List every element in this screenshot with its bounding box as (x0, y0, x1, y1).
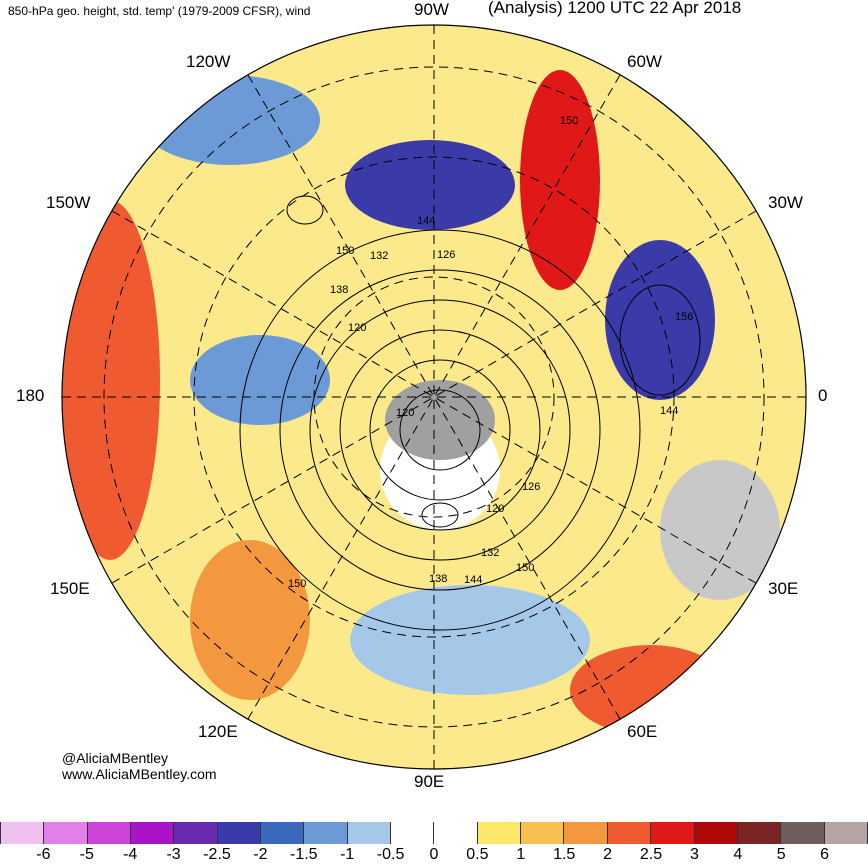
colorbar-swatch (434, 822, 478, 844)
colorbar-tick-label: 3 (689, 846, 699, 863)
colorbar-swatch (87, 822, 132, 844)
colorbar-swatch (521, 822, 565, 844)
contour-label: 132 (481, 547, 499, 559)
colorbar-tick-label: 1 (516, 846, 526, 863)
contour-label: 132 (370, 250, 388, 262)
credit-handle: @AliciaMBentley (62, 750, 169, 766)
lon-label-60e: 60E (627, 722, 658, 741)
polar-map: 150 144 132 126 138 120 156 144 126 120 … (61, 24, 807, 770)
contour-label: 138 (429, 573, 447, 585)
colorbar-tick-label: 2.5 (639, 846, 663, 863)
colorbar-tick-label: -2.5 (203, 846, 231, 863)
lon-label-60w: 60W (627, 52, 662, 71)
lon-label-120e: 120E (198, 722, 238, 741)
contour-label: 156 (675, 311, 693, 323)
lon-label-30e: 30E (768, 579, 799, 598)
colorbar-swatch (44, 822, 88, 844)
map-disk (62, 25, 806, 769)
contour-label: 138 (330, 284, 348, 296)
lon-label-90w: 90W (414, 0, 449, 19)
colorbar-swatch (131, 822, 175, 844)
colorbar-swatch (737, 822, 782, 844)
map-title-right: (Analysis) 1200 UTC 22 Apr 2018 (488, 0, 742, 17)
colorbar-swatch (651, 822, 695, 844)
contour-label: 144 (464, 574, 482, 586)
colorbar-tick-label: 6 (820, 846, 830, 863)
height-contours (239, 195, 701, 631)
colorbar-tick-label: -3 (166, 846, 181, 863)
lon-label-120w: 120W (186, 52, 231, 71)
map-title-left: 850-hPa geo. height, std. temp' (1979-20… (8, 4, 311, 18)
colorbar-swatch (477, 822, 522, 844)
colorbar-swatch (0, 822, 45, 844)
lon-label-0: 0 (818, 386, 828, 405)
colorbar-swatch (261, 822, 305, 844)
colorbar-tick-label: -5 (79, 846, 94, 863)
land-mask (385, 380, 495, 460)
credit-site: www.AliciaMBentley.com (62, 766, 217, 782)
colorbar-tick-label: -1.5 (290, 846, 318, 863)
cold-anomaly-blob (190, 335, 330, 425)
lon-label-30w: 30W (768, 193, 803, 212)
colorbar-swatch (781, 822, 825, 844)
colorbar-swatch (217, 822, 262, 844)
colorbar-tick-label: 1.5 (553, 846, 576, 863)
colorbar-tick-label: 5 (776, 846, 786, 863)
lon-label-150w: 150W (46, 193, 91, 212)
colorbar-swatch (347, 822, 392, 844)
colorbar-labels: -6 -5 -4 -3 -2.5 -2 -1.5 -1 -0.5 0 0.5 1 1.5 2 2.5 3 4 5 6 (0, 846, 868, 865)
colorbar-tick-label: -2 (253, 846, 268, 863)
contour-label: 144 (417, 215, 435, 227)
cold-anomaly-blob (605, 240, 715, 400)
colorbar-swatch (564, 822, 608, 844)
contour-label: 126 (522, 481, 540, 493)
warm-anomaly-blob (520, 70, 600, 290)
colorbar-tick-label: -1 (340, 846, 355, 863)
contour-label: 150 (516, 562, 534, 574)
warm-anomaly-blob (62, 200, 160, 560)
cold-anomaly-blob (345, 140, 515, 230)
colorbar-tick-label: -4 (123, 846, 138, 863)
contour-label: 120 (348, 322, 366, 334)
land-mask (660, 460, 780, 600)
colorbar-tick-label: 4 (733, 846, 743, 863)
colorbar-swatch (824, 822, 868, 844)
contour-label: 150 (336, 245, 354, 257)
contour-label: 120 (486, 503, 504, 515)
colorbar (0, 822, 868, 844)
colorbar-swatch (391, 822, 435, 844)
colorbar-swatch (607, 822, 652, 844)
cold-anomaly-blob (350, 585, 590, 695)
warm-anomaly-blob (190, 540, 310, 700)
colorbar-tick-label: -6 (36, 846, 51, 863)
contour-label: 150 (288, 578, 306, 590)
lon-label-90e: 90E (414, 772, 445, 791)
cold-anomaly-blob (140, 75, 320, 165)
colorbar-swatch (304, 822, 348, 844)
contour-label: 126 (437, 249, 455, 261)
contour-labels: 150 144 132 126 138 120 156 144 126 120 … (288, 115, 693, 590)
contour-label: 150 (560, 115, 578, 127)
colorbar-tick-label: -0.5 (376, 846, 405, 863)
colorbar-tick-label: 2 (603, 846, 613, 863)
colorbar-swatch (694, 822, 738, 844)
colorbar-tick-label: 0.5 (466, 846, 489, 863)
contour-label: 120 (396, 407, 414, 419)
lon-label-150e: 150E (50, 579, 90, 598)
lon-label-180: 180 (16, 386, 45, 405)
contour-label: 144 (660, 405, 678, 417)
colorbar-swatch (174, 822, 218, 844)
map-border (61, 24, 807, 770)
graticule (62, 25, 806, 769)
colorbar-tick-label: 0 (429, 846, 439, 863)
